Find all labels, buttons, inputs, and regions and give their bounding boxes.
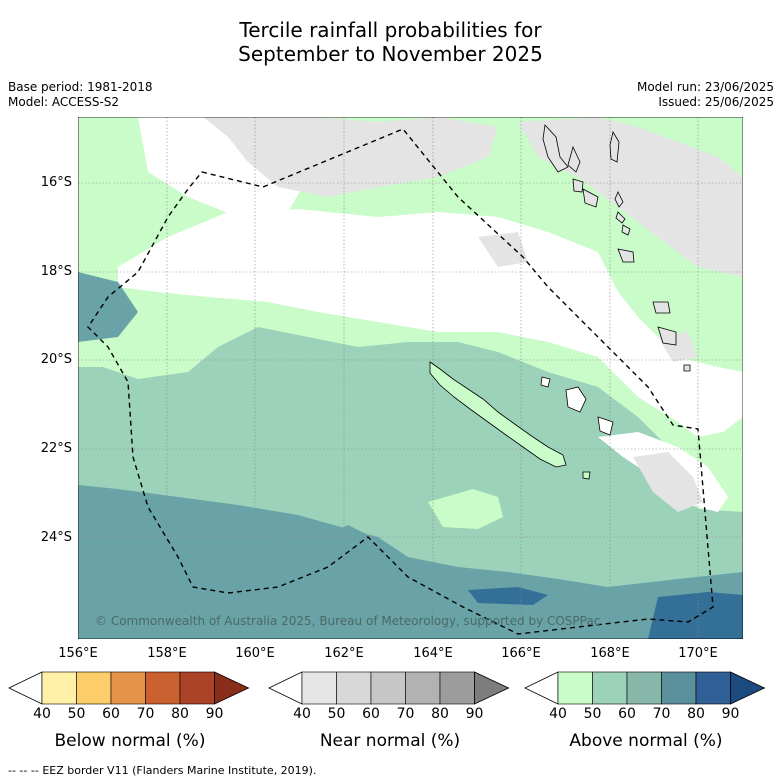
eez-legend-label: EEZ border V11 (Flanders Marine Institut… [42, 764, 317, 777]
loyalty-island-1 [565, 386, 587, 413]
y-tick-18s: 18°S [40, 264, 72, 279]
above-colorbar-segment [557, 671, 593, 705]
y-tick-24s: 24°S [40, 530, 72, 545]
above-colorbar-tick: 40 [549, 706, 567, 722]
vanuatu-islands [542, 124, 691, 372]
above-70-80-region [648, 592, 743, 639]
below-colorbar-segment [145, 671, 181, 705]
x-tick-158e: 158°E [147, 646, 187, 661]
below-colorbar-segment [76, 671, 112, 705]
white-region-band [118, 209, 743, 437]
x-tick-170e: 170°E [678, 646, 718, 661]
model-name: Model: ACCESS-S2 [8, 95, 120, 109]
above-60-70-blob [323, 525, 368, 555]
near-colorbar-tick: 70 [396, 706, 415, 722]
below-colorbar-segment [41, 671, 77, 705]
y-tick-16s: 16°S [40, 175, 72, 190]
eez-legend: -- -- -- EEZ border V11 (Flanders Marine… [8, 764, 316, 777]
near-colorbar-segment [370, 671, 406, 705]
above-colorbar-segment [695, 671, 731, 705]
above-colorbar-tick: 80 [687, 706, 705, 722]
near-colorbar-segment [301, 671, 337, 705]
x-tick-156e: 156°E [58, 646, 98, 661]
y-tick-22s: 22°S [40, 441, 72, 456]
below-colorbar-high-cap [214, 671, 250, 705]
issued-date: Issued: 25/06/2025 [658, 95, 774, 109]
meta-left: Base period: 1981-2018 Model: ACCESS-S2 [8, 80, 153, 110]
probability-map [78, 117, 743, 639]
below-colorbar-low-cap [8, 671, 43, 705]
above-colorbar-segment [626, 671, 662, 705]
near-normal-colorbar [268, 671, 510, 705]
above-colorbar-high-cap [730, 671, 766, 705]
above-70-80-blob [468, 587, 548, 605]
near-colorbar-low-cap [268, 671, 303, 705]
model-run: Model run: 23/06/2025 [636, 80, 774, 94]
loyalty-island-2 [597, 416, 614, 436]
eez-legend-symbol: -- -- -- [8, 764, 39, 777]
near-normal-patch-se [633, 452, 703, 512]
near-colorbar-tick: 90 [465, 706, 484, 722]
near-normal-patch-north [203, 117, 498, 197]
above-colorbar-tick: 60 [618, 706, 636, 722]
below-colorbar-segment [110, 671, 146, 705]
base-period: Base period: 1981-2018 [8, 80, 153, 94]
below-colorbar-tick: 50 [67, 706, 86, 722]
below-colorbar-segment [179, 671, 215, 705]
near-normal-caption: Near normal (%) [319, 731, 461, 751]
near-colorbar-tick: 40 [293, 706, 311, 722]
below-colorbar-tick: 40 [33, 706, 51, 722]
above-colorbar-tick: 70 [652, 706, 671, 722]
eez-border [87, 128, 714, 635]
loyalty-island-3 [540, 376, 551, 388]
x-tick-160e: 160°E [235, 646, 275, 661]
below-colorbar-tick: 60 [102, 706, 120, 722]
below-normal-colorbar [8, 671, 250, 705]
above-60-70-blob-west [78, 272, 138, 342]
below-colorbar-tick: 80 [171, 706, 189, 722]
above-normal-colorbar [524, 671, 766, 705]
near-colorbar-high-cap [474, 671, 510, 705]
near-colorbar-segment [336, 671, 372, 705]
above-colorbar-segment [661, 671, 697, 705]
below-normal-caption: Below normal (%) [54, 731, 206, 751]
near-colorbar-tick: 60 [362, 706, 380, 722]
above-normal-caption: Above normal (%) [569, 731, 723, 751]
below-colorbar-tick: 70 [136, 706, 155, 722]
above-colorbar-low-cap [524, 671, 559, 705]
near-normal-patch-mid [478, 232, 528, 267]
new-caledonia-island [429, 361, 567, 468]
below-colorbar-tick: 90 [205, 706, 224, 722]
above-colorbar-tick: 90 [721, 706, 740, 722]
near-colorbar-segment [405, 671, 441, 705]
x-tick-168e: 168°E [590, 646, 630, 661]
near-colorbar-tick: 50 [327, 706, 346, 722]
above-colorbar-tick: 50 [583, 706, 602, 722]
isle-of-pines [582, 471, 591, 480]
title-line-1: Tercile rainfall probabilities for [239, 18, 542, 42]
x-tick-162e: 162°E [324, 646, 364, 661]
above-colorbar-segment [592, 671, 628, 705]
x-tick-164e: 164°E [413, 646, 453, 661]
map-gridlines [78, 117, 743, 639]
near-colorbar-tick: 80 [431, 706, 449, 722]
copyright-notice: © Commonwealth of Australia 2025, Bureau… [95, 614, 601, 628]
near-colorbar-segment [439, 671, 475, 705]
x-tick-166e: 166°E [501, 646, 541, 661]
title-line-2: September to November 2025 [238, 42, 543, 66]
y-tick-20s: 20°S [40, 352, 72, 367]
above-60-70-region [78, 485, 743, 639]
above-40-50-blob [428, 489, 503, 529]
meta-right: Model run: 23/06/2025 Issued: 25/06/2025 [637, 80, 774, 110]
map-title: Tercile rainfall probabilities for Septe… [0, 18, 781, 66]
